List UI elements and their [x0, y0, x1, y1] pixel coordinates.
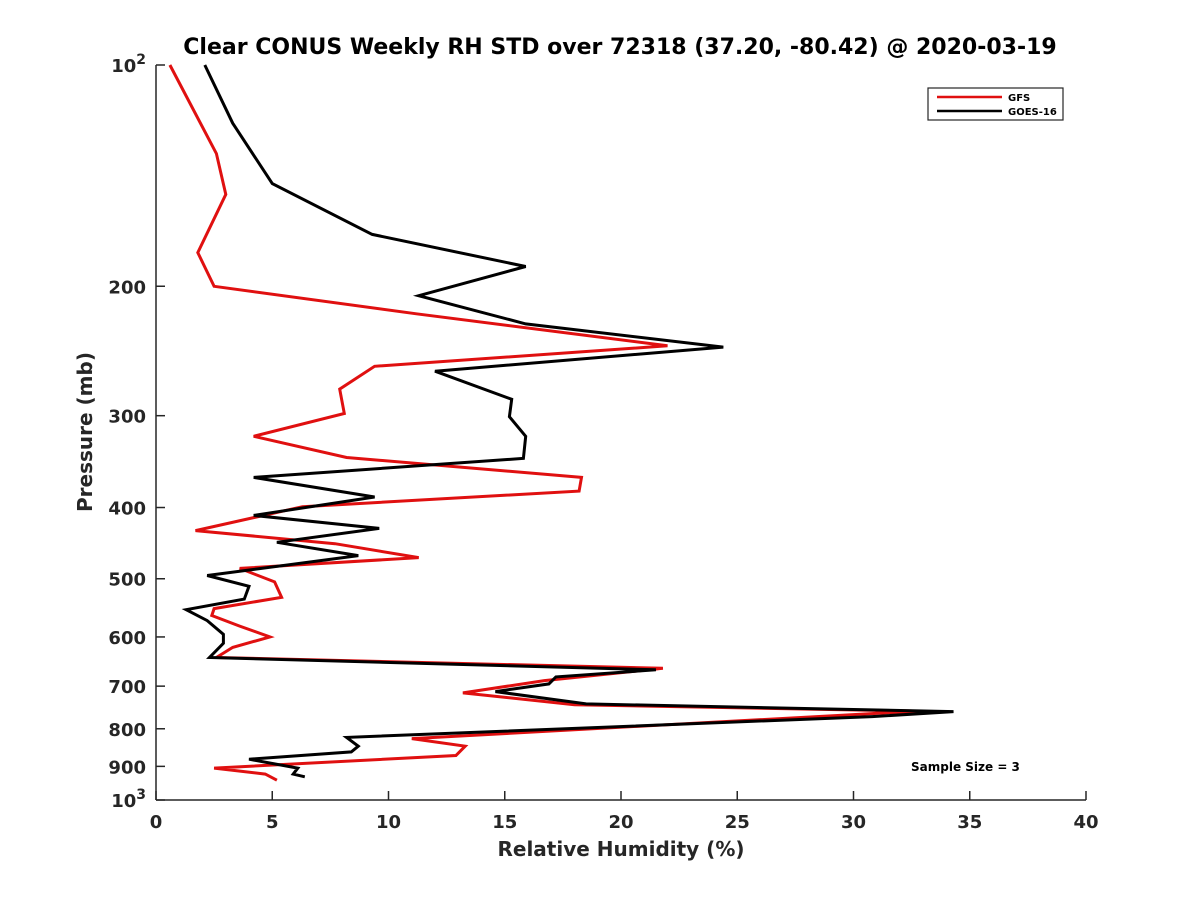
legend-label-goes16: GOES-16: [1008, 107, 1057, 118]
y-tick-label: 500: [108, 570, 146, 591]
x-axis-label: Relative Humidity (%): [497, 837, 744, 861]
x-tick-label: 0: [150, 812, 163, 833]
y-tick-label: 200: [108, 277, 146, 298]
legend-label-gfs: GFS: [1008, 93, 1030, 104]
series-layer: [168, 64, 954, 782]
y-tick-label: 700: [108, 677, 146, 698]
y-tick-label: 800: [108, 720, 146, 741]
y-tick-label: 400: [108, 499, 146, 520]
x-tick-label: 25: [725, 812, 750, 833]
x-tick-label: 35: [957, 812, 982, 833]
x-tick-label: 30: [841, 812, 866, 833]
y-tick-label: 600: [108, 628, 146, 649]
y-ticks: 102 200 300 400 500 600 700 800 900 103: [108, 52, 165, 812]
sample-size-annotation: Sample Size = 3: [911, 760, 1020, 774]
x-tick-label: 40: [1073, 812, 1098, 833]
x-tick-label: 20: [608, 812, 633, 833]
y-tick-label: 900: [108, 757, 146, 778]
x-tick-label: 15: [492, 812, 517, 833]
x-tick-label: 5: [266, 812, 279, 833]
x-ticks: 0 5 10 15 20 25 30 35 40: [150, 791, 1099, 833]
y-tick-label: 103: [111, 787, 146, 812]
series-line-goes16: [181, 64, 954, 779]
y-tick-label: 300: [108, 407, 146, 428]
legend: GFS GOES-16: [927, 87, 1064, 121]
y-axis-label: Pressure (mb): [73, 352, 97, 512]
legend-box: [927, 87, 1064, 121]
y-tick-label: 102: [111, 52, 146, 77]
chart-title: Clear CONUS Weekly RH STD over 72318 (37…: [183, 35, 1056, 60]
x-tick-label: 10: [376, 812, 401, 833]
